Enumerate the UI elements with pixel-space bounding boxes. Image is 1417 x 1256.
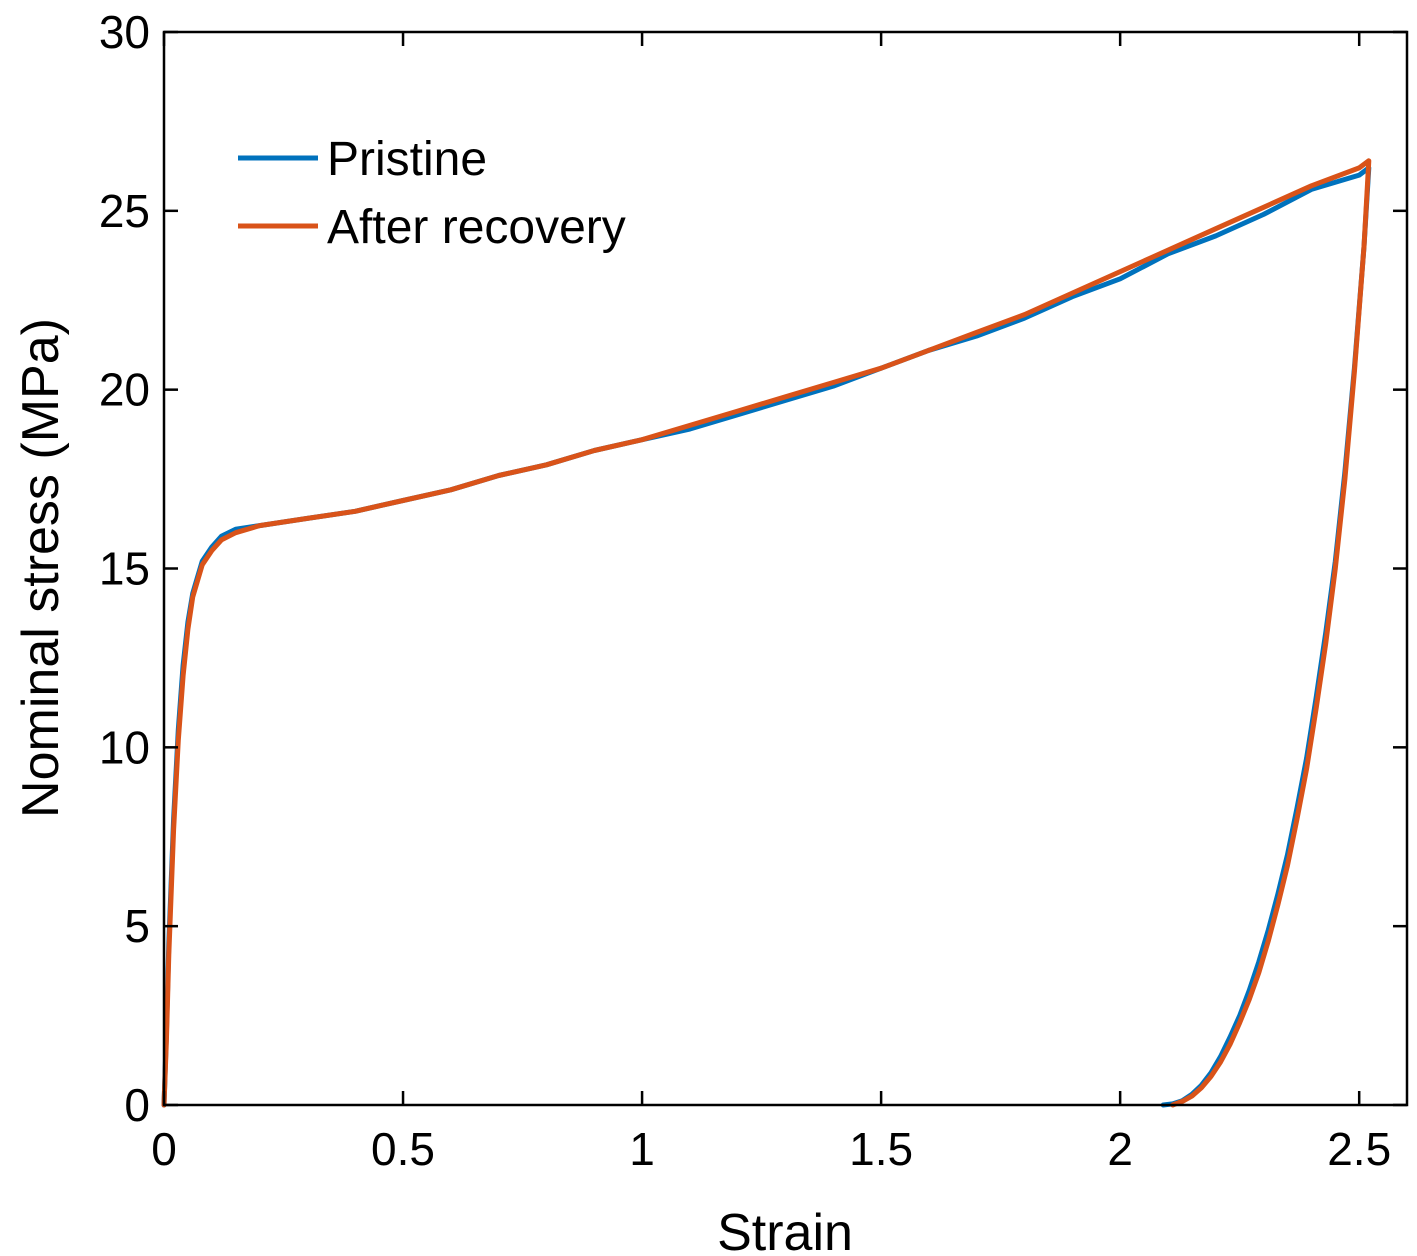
x-axis-title: Strain xyxy=(717,1204,853,1256)
legend-label-after-recovery: After recovery xyxy=(327,201,626,254)
y-tick-label-0: 0 xyxy=(124,1079,150,1131)
x-tick-label-3: 1.5 xyxy=(849,1123,913,1175)
y-axis-title: Nominal stress (MPa) xyxy=(12,318,70,818)
x-tick-label-4: 2 xyxy=(1107,1123,1133,1175)
axes-frame xyxy=(162,30,1409,1107)
legend: Pristine After recovery xyxy=(238,133,626,254)
y-tick-label-5: 25 xyxy=(99,185,150,237)
x-tick-label-5: 2.5 xyxy=(1327,1123,1391,1175)
series-layer xyxy=(161,158,1372,1108)
x-tick-label-1: 0.5 xyxy=(371,1123,435,1175)
x-tick-label-2: 1 xyxy=(629,1123,655,1175)
series-line-after-recovery xyxy=(161,158,1372,1108)
tick-layer: 0 0.5 1 1.5 2 2.5 0 5 10 15 20 25 30 xyxy=(99,6,1407,1175)
x-tick-label-0: 0 xyxy=(151,1123,177,1175)
y-tick-label-3: 15 xyxy=(99,543,150,595)
y-tick-label-1: 5 xyxy=(124,900,150,952)
plot-area xyxy=(164,32,1407,1105)
y-tick-label-2: 10 xyxy=(99,721,150,773)
legend-label-pristine: Pristine xyxy=(327,133,487,186)
y-tick-label-4: 20 xyxy=(99,364,150,416)
y-tick-label-6: 30 xyxy=(99,6,150,58)
